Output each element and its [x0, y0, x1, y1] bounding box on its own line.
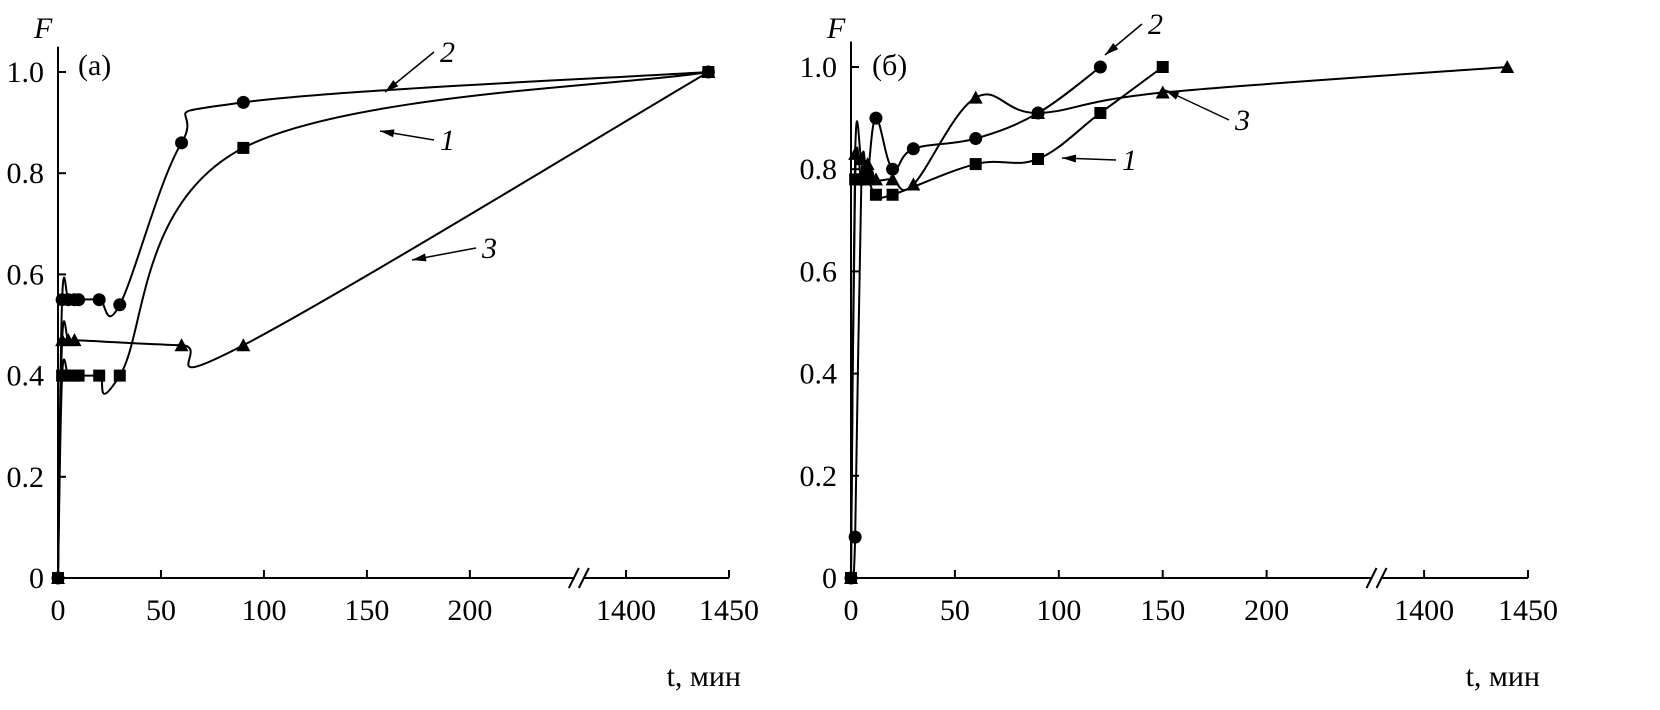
arrow-head — [385, 80, 399, 92]
data-point — [174, 338, 189, 352]
data-point — [869, 188, 882, 201]
data-point — [113, 298, 127, 312]
axis-break — [1365, 567, 1378, 589]
x-tick-label: 50 — [940, 594, 970, 627]
series-label: 3 — [481, 232, 497, 265]
data-point — [237, 141, 250, 154]
panel-label: (б) — [872, 49, 907, 82]
data-point — [51, 571, 65, 584]
x-tick-label: 1400 — [1394, 594, 1454, 627]
arrow-head — [1165, 90, 1180, 100]
series-line — [850, 66, 1101, 583]
data-point — [175, 136, 189, 150]
axis-break — [567, 567, 580, 589]
series-line — [57, 71, 709, 579]
x-axis-title: t, мин — [1466, 660, 1540, 693]
y-tick-label: 0.2 — [800, 460, 838, 493]
data-point — [885, 172, 900, 186]
x-tick-label: 1450 — [1498, 594, 1558, 627]
data-point — [968, 90, 983, 104]
data-point — [92, 293, 106, 307]
data-point — [969, 158, 982, 171]
series-label: 2 — [1148, 8, 1163, 41]
x-tick-label: 50 — [146, 594, 176, 627]
series-label: 2 — [440, 36, 455, 69]
data-point — [886, 162, 900, 176]
y-tick-label: 0.2 — [7, 461, 45, 494]
x-tick-label: 150 — [344, 594, 389, 627]
y-tick-label: 0.4 — [800, 358, 838, 391]
y-tick-label: 0.4 — [7, 360, 45, 393]
data-point — [1094, 106, 1107, 119]
y-tick-label: 1.0 — [800, 51, 838, 84]
data-point — [93, 369, 106, 382]
data-point — [860, 157, 875, 171]
data-point — [1032, 152, 1045, 165]
x-tick-label: 0 — [844, 594, 859, 627]
data-point — [113, 369, 126, 382]
data-point — [868, 172, 883, 186]
data-point — [67, 333, 82, 347]
data-point — [848, 146, 863, 160]
series-line — [57, 71, 709, 579]
y-axis-title: F — [33, 12, 53, 45]
arrow-head — [1105, 42, 1119, 55]
x-tick-label: 1450 — [699, 594, 759, 627]
axis-break — [577, 567, 590, 589]
arrow-head — [1062, 154, 1077, 163]
data-point — [1155, 85, 1170, 99]
data-point — [854, 151, 869, 165]
data-point — [886, 188, 899, 201]
series-label: 1 — [1122, 144, 1137, 177]
data-point — [1031, 105, 1046, 119]
y-tick-label: 1.0 — [7, 56, 45, 89]
data-point — [1156, 61, 1169, 73]
y-tick-label: 0.8 — [7, 157, 45, 190]
x-tick-label: 200 — [1244, 594, 1289, 627]
x-tick-label: 0 — [51, 594, 66, 627]
arrow-head — [412, 253, 427, 262]
data-point — [72, 293, 86, 307]
y-tick-label: 0.6 — [7, 258, 45, 291]
series-label: 3 — [1234, 104, 1250, 137]
x-tick-label: 200 — [447, 594, 492, 627]
data-point — [236, 338, 251, 352]
y-tick-label: 0 — [822, 562, 837, 595]
data-point — [1500, 60, 1515, 73]
y-tick-label: 0.8 — [800, 153, 838, 186]
data-point — [72, 369, 85, 382]
series-line — [57, 71, 709, 579]
data-point — [869, 111, 883, 125]
x-tick-label: 150 — [1140, 594, 1185, 627]
x-tick-label: 100 — [241, 594, 286, 627]
data-point — [236, 95, 250, 109]
data-point — [906, 142, 920, 156]
series-line — [850, 66, 1164, 579]
data-point — [701, 65, 716, 78]
data-point — [969, 132, 983, 146]
data-point — [844, 571, 858, 584]
y-tick-label: 0.6 — [800, 255, 838, 288]
panel-label: (а) — [78, 49, 111, 82]
x-tick-label: 100 — [1036, 594, 1081, 627]
axis-break — [1375, 567, 1388, 589]
series-label: 1 — [440, 124, 455, 157]
data-point — [1093, 60, 1107, 74]
x-tick-label: 1400 — [596, 594, 656, 627]
arrow-head — [380, 129, 395, 138]
data-point — [906, 177, 921, 191]
x-axis-title: t, мин — [667, 660, 741, 693]
y-axis-title: F — [826, 12, 846, 45]
y-tick-label: 0 — [29, 562, 44, 595]
